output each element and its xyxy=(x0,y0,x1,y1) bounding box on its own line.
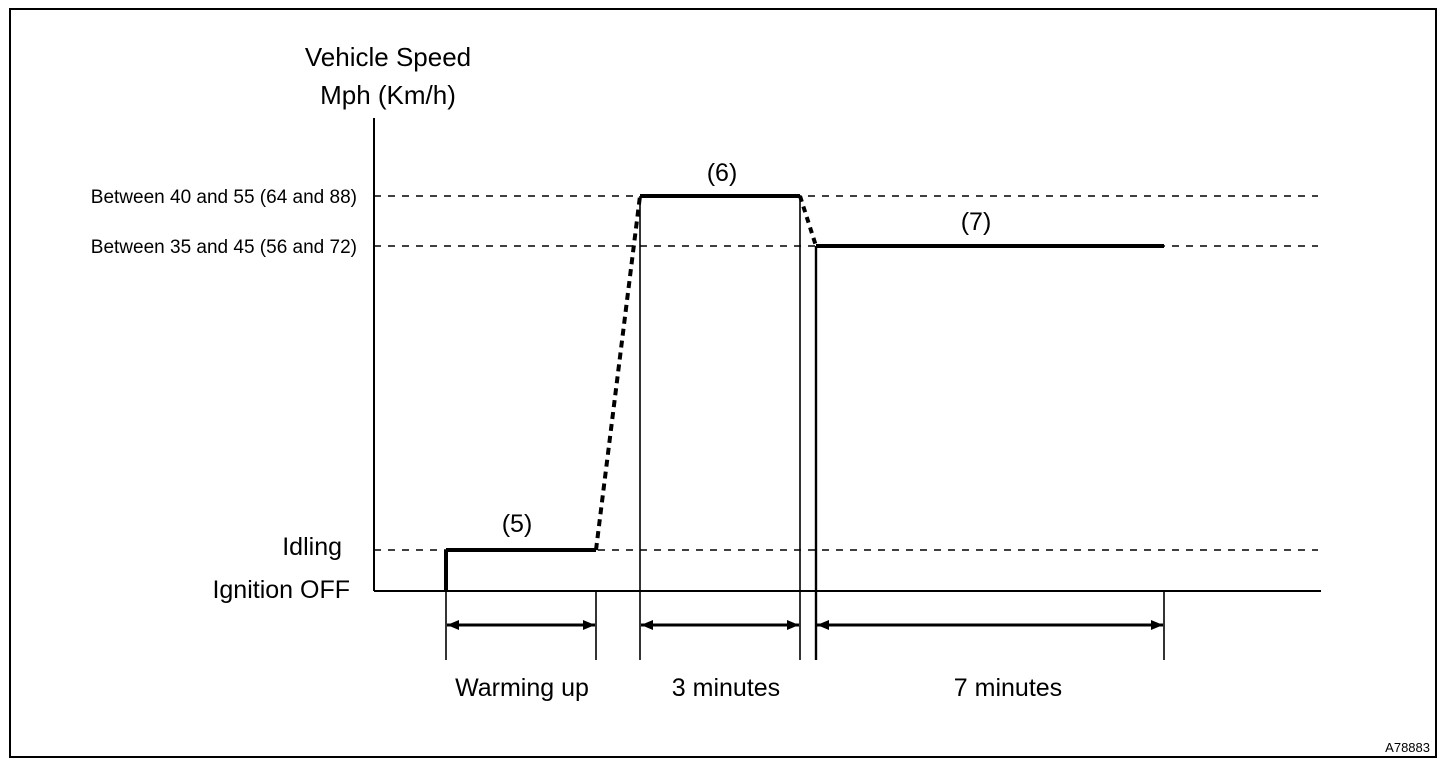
duration-label-7-minutes: 7 minutes xyxy=(954,674,1062,702)
level-label-idle: Idling xyxy=(282,533,342,561)
level-label-ignition-off: Ignition OFF xyxy=(212,576,350,604)
figure-id: A78883 xyxy=(1385,740,1430,755)
y-axis-title-line-2: Mph (Km/h) xyxy=(320,80,456,110)
segment-5-label: (5) xyxy=(502,510,533,538)
deceleration-dotted-line xyxy=(798,195,818,247)
duration-label-3-minutes: 3 minutes xyxy=(672,674,780,702)
y-axis-title-line-1: Vehicle Speed xyxy=(305,42,471,72)
segment-6-label: (6) xyxy=(707,159,738,187)
level-label-mid: Between 35 and 45 (56 and 72) xyxy=(91,237,357,258)
duration-label-warming-up: Warming up xyxy=(455,674,589,702)
diagram-frame xyxy=(9,8,1437,758)
segment-7-label: (7) xyxy=(961,208,992,236)
acceleration-dotted-line xyxy=(594,195,642,551)
level-label-high: Between 40 and 55 (64 and 88) xyxy=(91,187,357,208)
